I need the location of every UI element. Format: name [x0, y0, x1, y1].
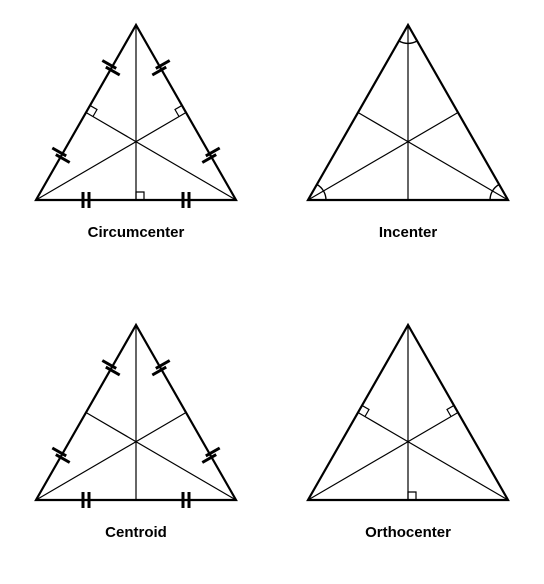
circumcenter-cell: Circumcenter — [0, 10, 272, 241]
centroid-label: Centroid — [0, 524, 272, 541]
orthocenter-label: Orthocenter — [272, 524, 544, 541]
circumcenter-svg — [16, 10, 256, 220]
orthocenter-svg — [288, 310, 528, 520]
centroid-svg — [16, 310, 256, 520]
diagram-grid: Circumcenter Incenter — [0, 0, 544, 584]
centroid-cell: Centroid — [0, 310, 272, 541]
circumcenter-label: Circumcenter — [0, 224, 272, 241]
orthocenter-cell: Orthocenter — [272, 310, 544, 541]
incenter-label: Incenter — [272, 224, 544, 241]
incenter-cell: Incenter — [272, 10, 544, 241]
incenter-svg — [288, 10, 528, 220]
